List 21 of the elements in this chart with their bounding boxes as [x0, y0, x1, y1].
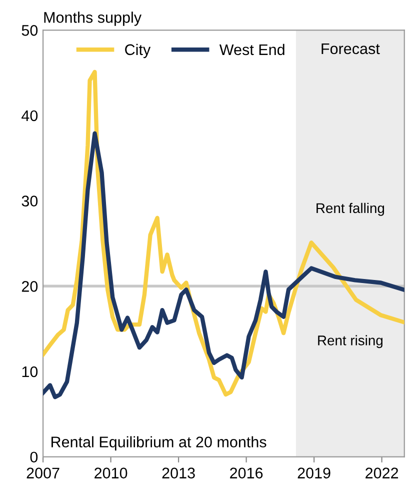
line-series	[43, 131, 404, 400]
x-tick-label: 2007	[26, 468, 60, 478]
line-series	[43, 70, 404, 397]
x-tick-label: 2013	[162, 468, 195, 478]
band-label: Forecast	[322, 43, 380, 54]
annotation: Rent rising	[318, 335, 382, 348]
legend-label: West End	[219, 44, 284, 56]
x-tick-label: 2010	[94, 468, 128, 478]
x-tick-label: 2019	[298, 468, 330, 478]
y-tick-label: 40	[22, 110, 38, 122]
annotation: Rent falling	[316, 202, 384, 216]
y-tick-label: 10	[22, 366, 38, 378]
x-tick-label: 2016	[230, 468, 263, 478]
y-tick-label: 50	[22, 25, 38, 36]
y-axis-title: Months supply	[44, 12, 142, 26]
legend-label: City	[125, 44, 151, 58]
x-tick-label: 2022	[366, 468, 398, 478]
y-tick-label: 20	[22, 281, 38, 292]
y-tick-label: 0	[30, 452, 38, 463]
y-tick-label: 30	[22, 196, 38, 206]
annotation: Rental Equilibrium at 20 months	[52, 436, 266, 450]
